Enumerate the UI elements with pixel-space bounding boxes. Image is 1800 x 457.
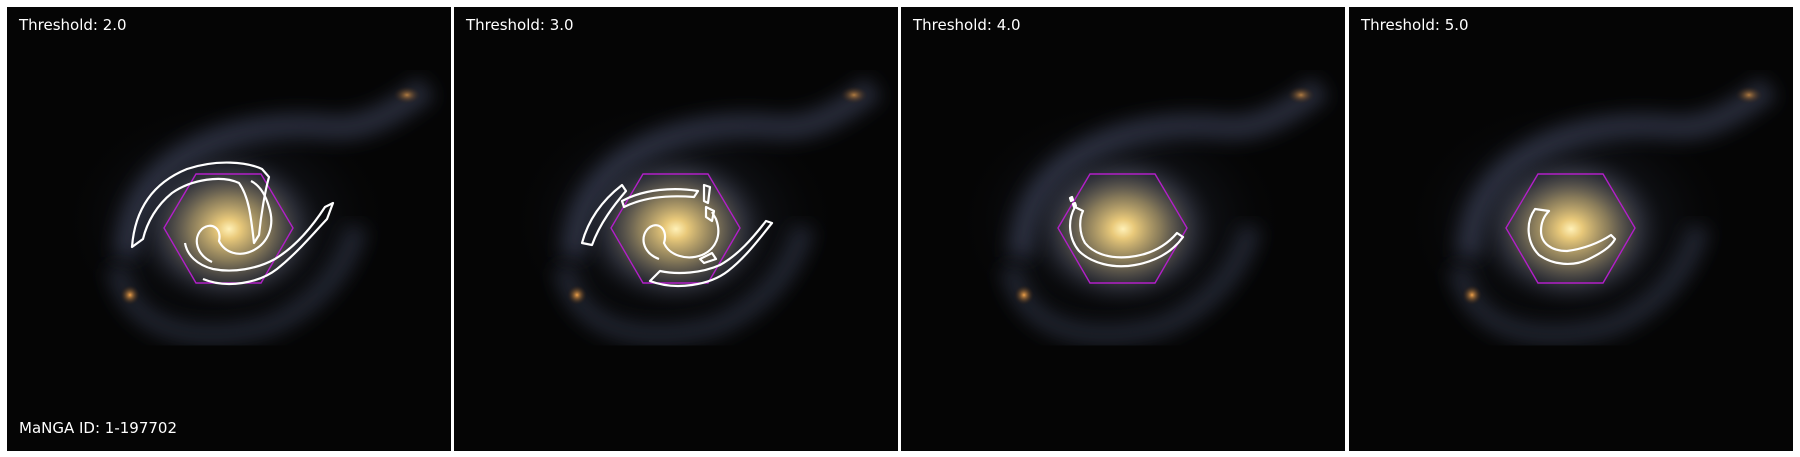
galaxy-arm-lower xyxy=(553,224,815,346)
threshold-label: Threshold: 3.0 xyxy=(466,16,574,34)
ifu-hexagon xyxy=(610,173,741,284)
galaxy-arm-lower xyxy=(1448,224,1710,346)
galaxy-image-2 xyxy=(454,7,898,451)
galaxy-core xyxy=(581,149,771,309)
ifu-hexagon xyxy=(1057,173,1188,284)
contour-lines xyxy=(580,183,774,287)
contour-lines xyxy=(1527,207,1617,265)
threshold-panel-2: Threshold: 3.0 xyxy=(454,7,898,451)
bright-knot xyxy=(1014,285,1034,305)
background-source xyxy=(1735,86,1763,104)
threshold-label: Threshold: 5.0 xyxy=(1361,16,1469,34)
contour-lines xyxy=(130,161,335,285)
threshold-label: Threshold: 2.0 xyxy=(19,16,127,34)
galaxy-image-1 xyxy=(7,7,451,451)
bright-knot xyxy=(567,285,587,305)
bright-knot xyxy=(120,285,140,305)
manga-id-label: MaNGA ID: 1-197702 xyxy=(19,419,178,437)
threshold-panel-1: Threshold: 2.0 MaNGA ID: 1-197702 xyxy=(7,7,451,451)
background-source xyxy=(840,86,868,104)
contour-lines xyxy=(1068,195,1185,268)
galaxy-image-4 xyxy=(1349,7,1793,451)
galaxy-image-3 xyxy=(901,7,1345,451)
ifu-hexagon xyxy=(163,173,294,284)
galaxy-arm-lower xyxy=(106,224,368,346)
threshold-panel-4: Threshold: 5.0 xyxy=(1349,7,1793,451)
galaxy-core xyxy=(1028,149,1218,309)
background-source xyxy=(1287,86,1315,104)
threshold-panel-3: Threshold: 4.0 xyxy=(901,7,1345,451)
galaxy-arm-lower xyxy=(1000,224,1262,346)
galaxy-core xyxy=(1476,149,1666,309)
bright-knot xyxy=(1462,285,1482,305)
ifu-hexagon xyxy=(1505,173,1636,284)
threshold-label: Threshold: 4.0 xyxy=(913,16,1021,34)
background-source xyxy=(393,86,421,104)
